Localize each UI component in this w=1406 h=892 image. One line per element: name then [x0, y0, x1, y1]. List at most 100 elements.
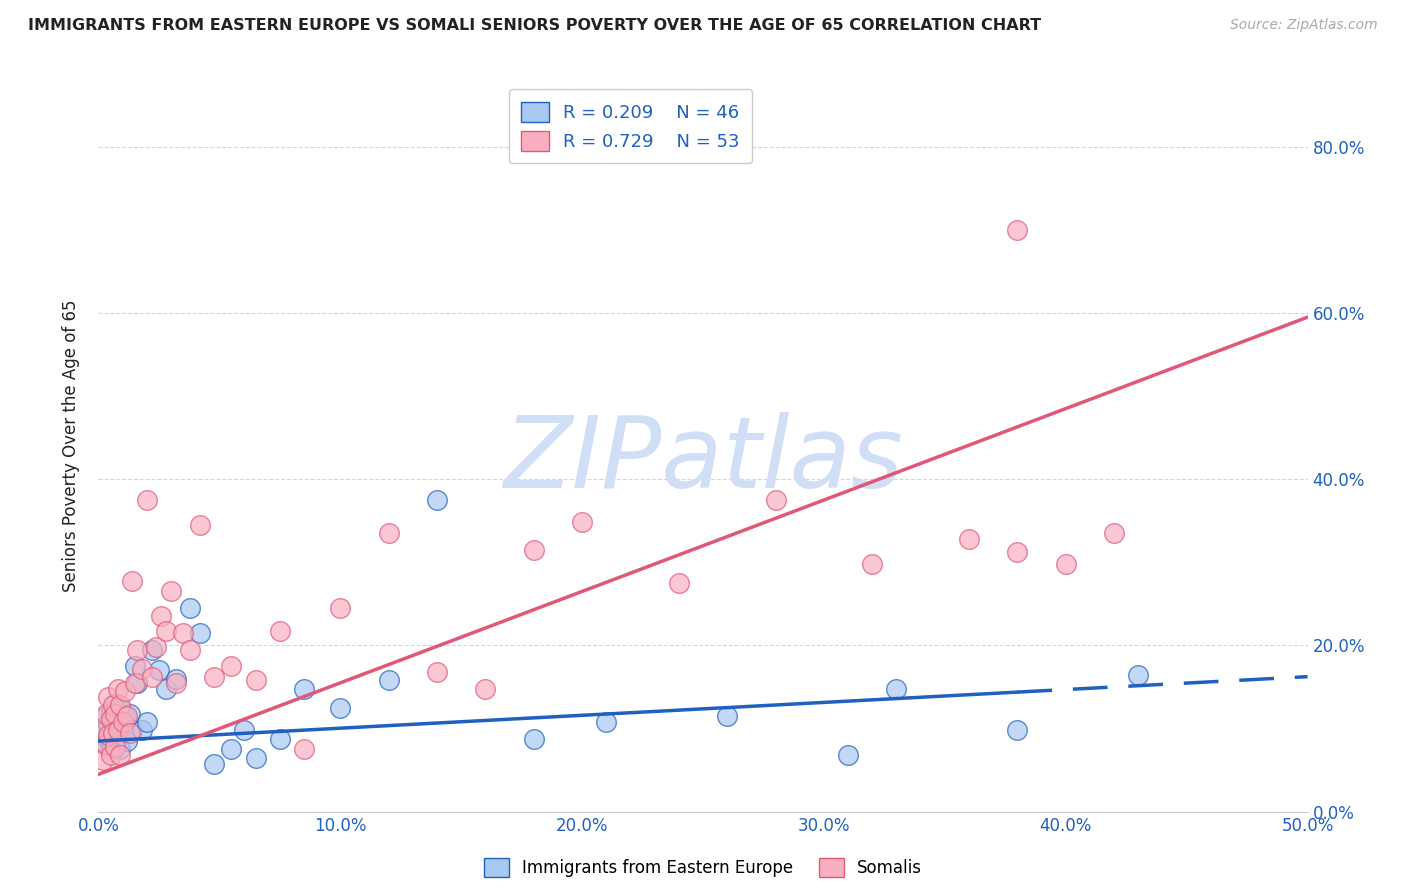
Point — [329, 701, 352, 715]
Y-axis label: Seniors Poverty Over the Age of 65: Seniors Poverty Over the Age of 65 — [62, 300, 80, 592]
Point — [269, 624, 291, 638]
Point — [245, 750, 267, 764]
Point — [145, 640, 167, 655]
Point — [141, 642, 163, 657]
Point — [155, 624, 177, 638]
Point — [124, 659, 146, 673]
Point — [104, 739, 127, 754]
Point — [100, 742, 122, 756]
Legend: R = 0.209    N = 46, R = 0.729    N = 53: R = 0.209 N = 46, R = 0.729 N = 53 — [509, 89, 752, 163]
Point — [101, 698, 124, 713]
Point — [121, 723, 143, 738]
Point — [1128, 667, 1150, 681]
Point — [118, 725, 141, 739]
Point — [474, 681, 496, 696]
Point — [94, 737, 117, 751]
Point — [91, 753, 114, 767]
Point — [118, 706, 141, 721]
Point — [94, 738, 117, 752]
Point — [221, 742, 243, 756]
Point — [160, 584, 183, 599]
Point — [108, 748, 131, 763]
Point — [765, 493, 787, 508]
Point — [292, 742, 315, 756]
Point — [377, 526, 399, 541]
Point — [135, 714, 157, 729]
Point — [127, 676, 149, 690]
Point — [245, 673, 267, 688]
Point — [148, 664, 170, 678]
Point — [571, 516, 593, 530]
Point — [269, 731, 291, 746]
Point — [94, 706, 117, 721]
Point — [155, 681, 177, 696]
Point — [1102, 526, 1125, 541]
Point — [91, 720, 114, 734]
Point — [101, 714, 124, 728]
Point — [111, 714, 134, 729]
Point — [108, 742, 131, 756]
Point — [101, 725, 124, 739]
Point — [104, 737, 127, 751]
Point — [957, 532, 980, 546]
Point — [523, 731, 546, 746]
Point — [172, 626, 194, 640]
Point — [1007, 545, 1029, 559]
Point — [204, 756, 226, 771]
Point — [232, 723, 254, 738]
Point — [114, 709, 136, 723]
Point — [104, 706, 127, 721]
Point — [107, 681, 129, 696]
Point — [426, 493, 449, 508]
Point — [188, 518, 211, 533]
Point — [97, 717, 120, 731]
Point — [104, 697, 127, 711]
Point — [124, 676, 146, 690]
Point — [101, 725, 124, 739]
Point — [179, 642, 201, 657]
Point — [860, 557, 883, 571]
Point — [97, 690, 120, 704]
Point — [141, 670, 163, 684]
Point — [426, 665, 449, 679]
Point — [716, 709, 738, 723]
Point — [117, 709, 139, 723]
Point — [179, 601, 201, 615]
Point — [108, 698, 131, 713]
Point — [91, 725, 114, 739]
Point — [107, 723, 129, 738]
Point — [97, 731, 120, 746]
Point — [150, 609, 173, 624]
Point — [100, 705, 122, 719]
Text: ZIPatlas: ZIPatlas — [503, 412, 903, 509]
Point — [165, 676, 187, 690]
Point — [292, 681, 315, 696]
Point — [886, 681, 908, 696]
Text: Source: ZipAtlas.com: Source: ZipAtlas.com — [1230, 18, 1378, 32]
Point — [131, 723, 153, 738]
Point — [221, 659, 243, 673]
Point — [1054, 557, 1077, 571]
Point — [1007, 723, 1029, 738]
Point — [135, 493, 157, 508]
Point — [94, 709, 117, 723]
Legend: Immigrants from Eastern Europe, Somalis: Immigrants from Eastern Europe, Somalis — [478, 852, 928, 884]
Point — [595, 714, 617, 729]
Point — [117, 734, 139, 748]
Point — [100, 712, 122, 726]
Point — [107, 728, 129, 742]
Point — [100, 748, 122, 763]
Point — [377, 673, 399, 688]
Point — [97, 728, 120, 742]
Point — [131, 662, 153, 676]
Text: IMMIGRANTS FROM EASTERN EUROPE VS SOMALI SENIORS POVERTY OVER THE AGE OF 65 CORR: IMMIGRANTS FROM EASTERN EUROPE VS SOMALI… — [28, 18, 1042, 33]
Point — [188, 626, 211, 640]
Point — [114, 684, 136, 698]
Point — [108, 701, 131, 715]
Point — [204, 670, 226, 684]
Point — [107, 714, 129, 729]
Point — [111, 720, 134, 734]
Point — [523, 542, 546, 557]
Point — [668, 576, 690, 591]
Point — [165, 672, 187, 686]
